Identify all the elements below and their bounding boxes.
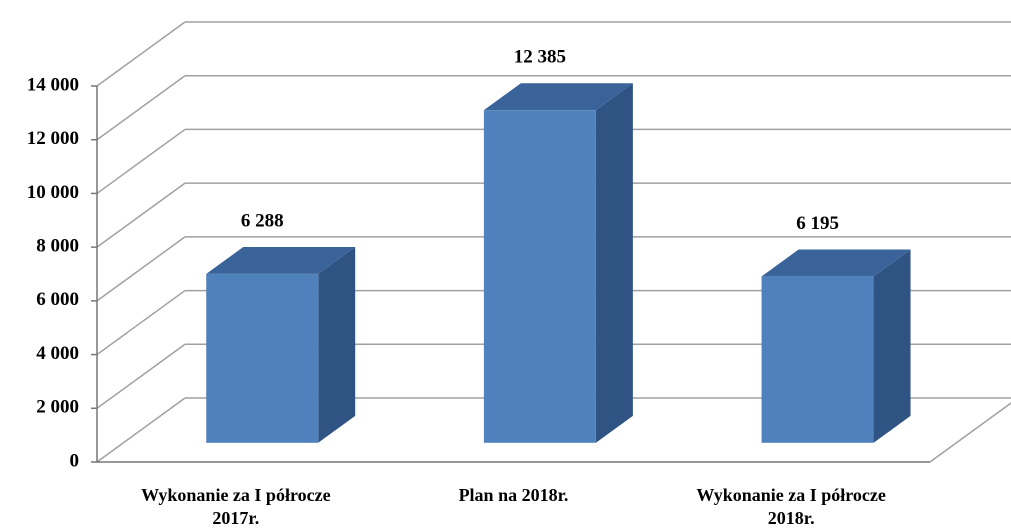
- x-tick-label: Plan na 2018r.: [458, 485, 569, 505]
- y-tick-label: 0: [70, 450, 80, 471]
- bar-top: [483, 83, 633, 111]
- y-tick-label: 12 000: [27, 128, 79, 149]
- grid-line: [96, 236, 186, 302]
- y-tick-label: 6 000: [36, 289, 79, 310]
- bar-top: [206, 247, 356, 274]
- bar-side: [873, 249, 911, 443]
- x-tick-label: Wykonanie za I półrocze 2018r.: [696, 485, 886, 528]
- floor-edge: [929, 402, 1011, 463]
- bar-side: [595, 83, 633, 443]
- grid-line: [96, 397, 186, 463]
- y-tick-label: 10 000: [27, 182, 79, 203]
- value-label: 6 288: [241, 210, 284, 231]
- bar-top: [761, 249, 911, 277]
- grid-line: [96, 128, 186, 195]
- y-tick-label: 2 000: [36, 397, 79, 418]
- value-label: 6 195: [796, 213, 839, 234]
- bar-side: [318, 247, 356, 443]
- value-label: 12 385: [514, 47, 566, 68]
- bar: [206, 273, 319, 443]
- x-tick-label: Wykonanie za I półrocze 2017r.: [141, 485, 331, 528]
- grid-line: [96, 289, 186, 356]
- y-tick-label: 14 000: [27, 74, 79, 95]
- grid-line: [96, 21, 186, 87]
- grid-line: [96, 182, 186, 248]
- bar: [761, 276, 874, 443]
- grid-line: [96, 75, 186, 141]
- y-tick-label: 8 000: [36, 236, 79, 257]
- bar: [483, 110, 596, 443]
- y-tick-label: 4 000: [36, 343, 79, 364]
- grid-line: [96, 343, 186, 409]
